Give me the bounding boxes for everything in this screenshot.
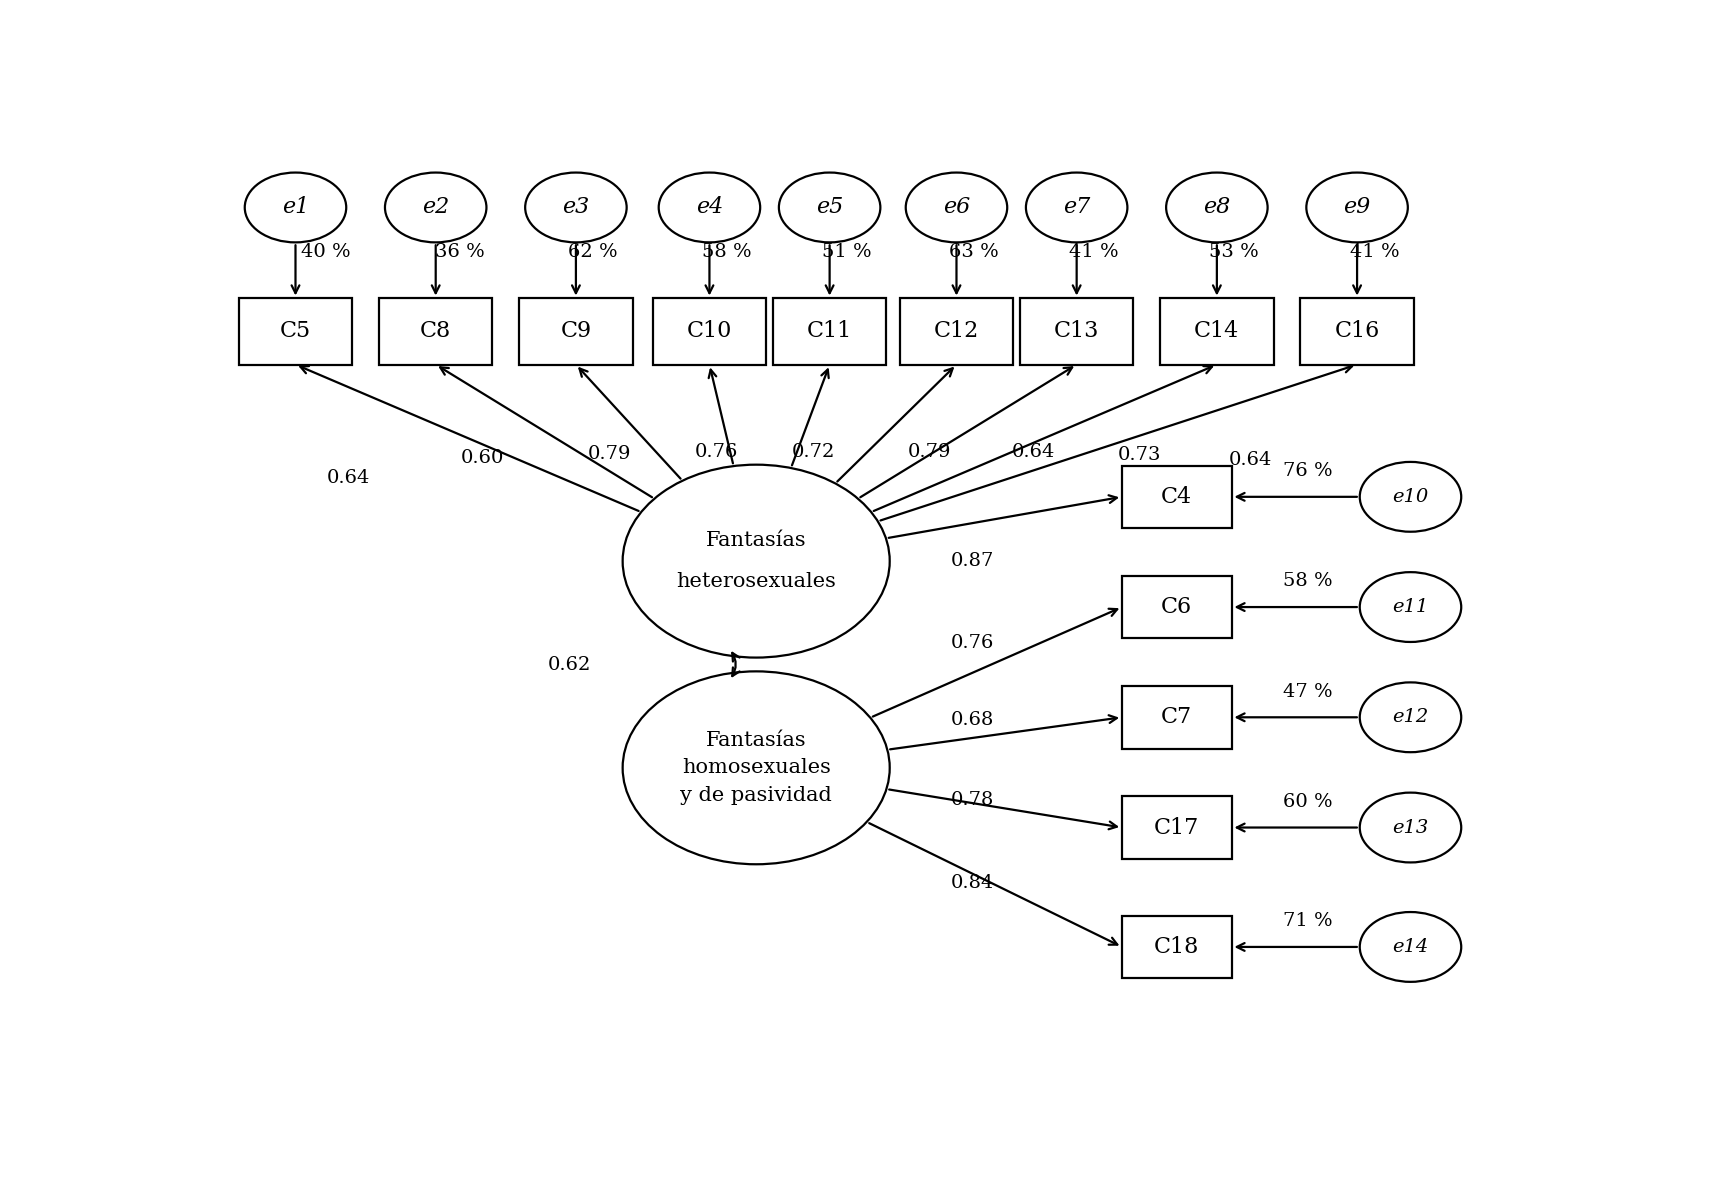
Text: C5: C5 <box>279 321 312 342</box>
Ellipse shape <box>622 672 889 864</box>
FancyBboxPatch shape <box>899 298 1013 365</box>
Text: 0.68: 0.68 <box>951 711 994 729</box>
Text: 71 %: 71 % <box>1284 913 1332 931</box>
FancyBboxPatch shape <box>1020 298 1134 365</box>
Text: 40 %: 40 % <box>302 242 351 260</box>
FancyBboxPatch shape <box>239 298 351 365</box>
FancyBboxPatch shape <box>1122 576 1232 638</box>
Text: C9: C9 <box>560 321 591 342</box>
Text: e11: e11 <box>1392 598 1428 616</box>
Circle shape <box>906 173 1008 242</box>
Text: e5: e5 <box>817 197 843 218</box>
Circle shape <box>384 173 486 242</box>
Text: C13: C13 <box>1054 321 1099 342</box>
Text: 0.84: 0.84 <box>951 873 994 891</box>
Text: 0.72: 0.72 <box>793 443 836 460</box>
Circle shape <box>526 173 627 242</box>
Circle shape <box>1359 682 1461 753</box>
Text: 58 %: 58 % <box>1284 573 1332 591</box>
Text: e9: e9 <box>1344 197 1372 218</box>
Text: e1: e1 <box>283 197 308 218</box>
Text: C17: C17 <box>1154 816 1199 839</box>
Text: 36 %: 36 % <box>434 242 484 260</box>
Text: 0.62: 0.62 <box>548 656 591 674</box>
Text: 0.76: 0.76 <box>694 443 737 460</box>
Text: e8: e8 <box>1203 197 1230 218</box>
Circle shape <box>245 173 346 242</box>
FancyBboxPatch shape <box>1122 686 1232 748</box>
Text: 41 %: 41 % <box>1070 242 1118 260</box>
Text: C8: C8 <box>420 321 451 342</box>
Text: 0.60: 0.60 <box>460 450 505 468</box>
Text: C10: C10 <box>687 321 732 342</box>
Text: 76 %: 76 % <box>1284 462 1332 480</box>
Circle shape <box>1359 573 1461 642</box>
Text: e2: e2 <box>422 197 450 218</box>
FancyBboxPatch shape <box>1122 916 1232 978</box>
FancyBboxPatch shape <box>1122 796 1232 859</box>
Text: 0.87: 0.87 <box>951 552 994 570</box>
Text: Fantasías: Fantasías <box>706 731 806 749</box>
Text: 41 %: 41 % <box>1349 242 1399 260</box>
Text: homosexuales: homosexuales <box>682 759 830 778</box>
Text: 63 %: 63 % <box>949 242 999 260</box>
Text: C4: C4 <box>1161 486 1192 508</box>
Text: 53 %: 53 % <box>1210 242 1260 260</box>
Text: 47 %: 47 % <box>1284 682 1332 700</box>
Text: e10: e10 <box>1392 488 1428 506</box>
Text: 0.73: 0.73 <box>1118 446 1161 464</box>
FancyBboxPatch shape <box>379 298 493 365</box>
Text: 0.79: 0.79 <box>908 443 951 460</box>
Text: C6: C6 <box>1161 596 1192 618</box>
Text: C12: C12 <box>934 321 979 342</box>
Text: 0.79: 0.79 <box>588 445 631 463</box>
Text: 0.64: 0.64 <box>1011 443 1056 460</box>
Circle shape <box>779 173 880 242</box>
Text: C18: C18 <box>1154 937 1199 958</box>
Text: 62 %: 62 % <box>569 242 619 260</box>
Text: e14: e14 <box>1392 938 1428 956</box>
Text: 0.76: 0.76 <box>951 633 994 651</box>
Text: e4: e4 <box>696 197 724 218</box>
Circle shape <box>1025 173 1127 242</box>
FancyBboxPatch shape <box>1122 465 1232 528</box>
Circle shape <box>658 173 760 242</box>
Text: e3: e3 <box>562 197 589 218</box>
Circle shape <box>1359 911 1461 982</box>
FancyArrowPatch shape <box>732 653 739 676</box>
Text: 0.64: 0.64 <box>327 470 370 488</box>
Text: 0.78: 0.78 <box>951 791 994 809</box>
Text: C11: C11 <box>806 321 853 342</box>
FancyBboxPatch shape <box>653 298 767 365</box>
Text: e12: e12 <box>1392 709 1428 727</box>
Text: 51 %: 51 % <box>822 242 872 260</box>
Text: 60 %: 60 % <box>1284 793 1332 811</box>
Circle shape <box>1359 792 1461 863</box>
Text: e6: e6 <box>942 197 970 218</box>
Ellipse shape <box>622 465 889 657</box>
Text: C16: C16 <box>1334 321 1380 342</box>
FancyBboxPatch shape <box>1301 298 1415 365</box>
Text: C7: C7 <box>1161 706 1192 728</box>
FancyBboxPatch shape <box>519 298 632 365</box>
Text: heterosexuales: heterosexuales <box>675 571 836 591</box>
FancyBboxPatch shape <box>774 298 886 365</box>
Text: e7: e7 <box>1063 197 1091 218</box>
Text: 58 %: 58 % <box>701 242 751 260</box>
FancyBboxPatch shape <box>1160 298 1273 365</box>
Circle shape <box>1359 462 1461 532</box>
Text: 0.64: 0.64 <box>1228 451 1272 469</box>
Text: y de pasividad: y de pasividad <box>681 786 832 805</box>
Text: C14: C14 <box>1194 321 1239 342</box>
Text: e13: e13 <box>1392 818 1428 836</box>
Circle shape <box>1166 173 1268 242</box>
Circle shape <box>1306 173 1408 242</box>
Text: Fantasías: Fantasías <box>706 531 806 550</box>
